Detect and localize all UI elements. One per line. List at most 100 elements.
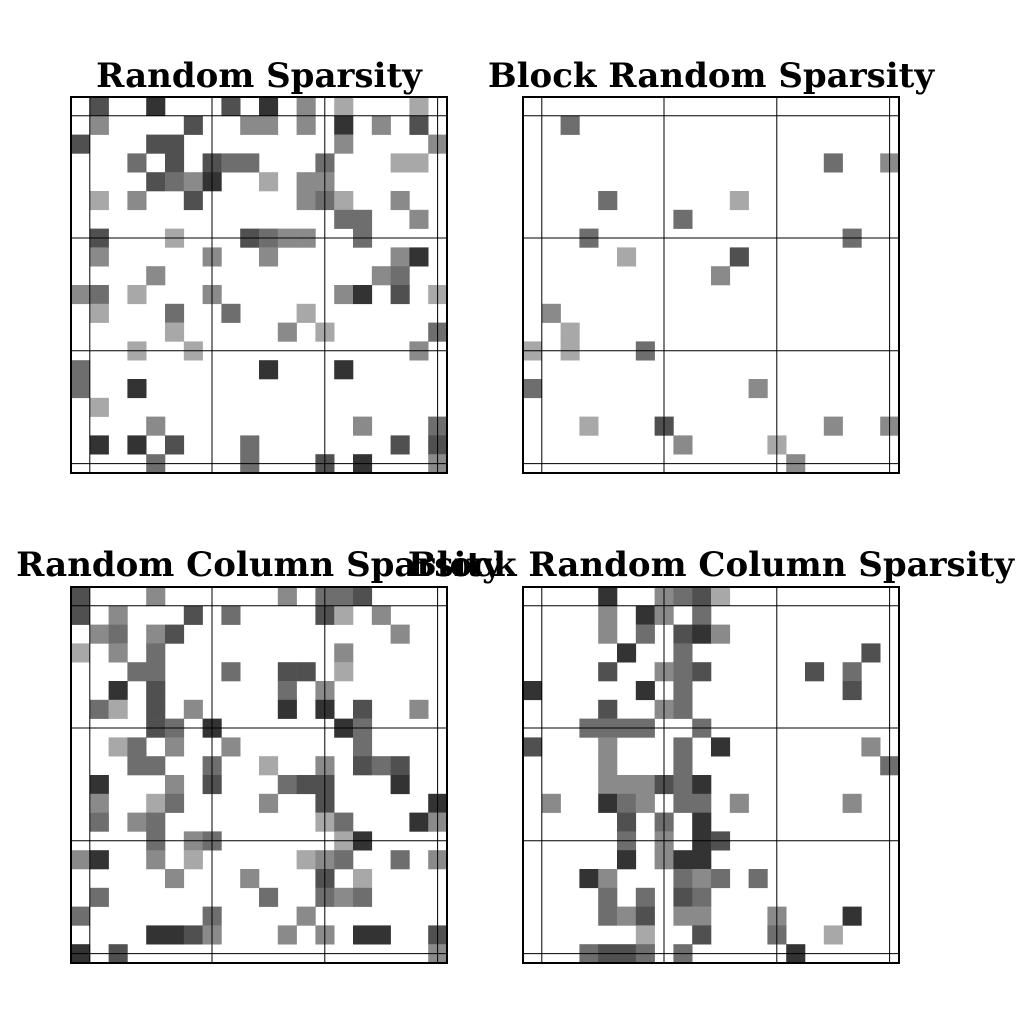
heatmap-cell (146, 587, 166, 607)
heatmap-cell (89, 97, 109, 117)
heatmap-cell (165, 303, 185, 323)
heatmap-cell (598, 662, 618, 682)
heatmap-cell (296, 906, 316, 926)
heatmap-cell (334, 850, 354, 870)
heatmap-cell (748, 869, 768, 889)
heatmap-cell (221, 662, 241, 682)
heatmap-cell (748, 379, 768, 399)
panel-random-column-sparsity: Random Column Sparsity (16, 545, 503, 964)
heatmap-cell (673, 887, 693, 907)
heatmap-cell (296, 115, 316, 135)
heatmap-cell (861, 643, 881, 663)
heatmap-cell (334, 360, 354, 380)
heatmap-cell (711, 624, 731, 644)
heatmap-cell (240, 435, 260, 455)
heatmap-cell (334, 643, 354, 663)
plot-frame (522, 586, 900, 964)
heatmap-cell (296, 97, 316, 117)
heatmap-cell (823, 925, 843, 945)
heatmap-cell (89, 247, 109, 267)
heatmap-cell (165, 322, 185, 342)
heatmap-cell (127, 153, 147, 173)
heatmap-cell (692, 887, 712, 907)
heatmap-cell (390, 266, 410, 286)
heatmap-cell (861, 737, 881, 757)
heatmap-cell (711, 869, 731, 889)
heatmap-cell (146, 643, 166, 663)
heatmap-cell (692, 662, 712, 682)
heatmap-cell (183, 925, 203, 945)
heatmap-cell (108, 737, 128, 757)
heatmap-cell (673, 906, 693, 926)
heatmap-cell (390, 435, 410, 455)
heatmap-cell (183, 172, 203, 192)
heatmap-cell (390, 756, 410, 776)
heatmap-cell (165, 172, 185, 192)
heatmap-cell (259, 247, 279, 267)
heatmap-cell (692, 869, 712, 889)
heatmap-cell (635, 605, 655, 625)
panel-title: Random Sparsity (96, 56, 423, 96)
heatmap-cell (71, 587, 91, 607)
heatmap-cell (617, 793, 637, 813)
heatmap-cell (165, 793, 185, 813)
heatmap-cell (108, 681, 128, 701)
heatmap-cell (146, 662, 166, 682)
heatmap-cell (127, 756, 147, 776)
heatmap-cell (259, 793, 279, 813)
heatmap-cell (390, 285, 410, 305)
heatmap-cell (579, 416, 599, 436)
heatmap-cell (353, 887, 373, 907)
heatmap-cell (729, 793, 749, 813)
heatmap-cell (692, 775, 712, 795)
heatmap-cell (842, 662, 862, 682)
heatmap-cell (617, 247, 637, 267)
cell-group (523, 115, 900, 474)
heatmap-cell (409, 97, 429, 117)
heatmap-cell (598, 775, 618, 795)
heatmap-cell (146, 681, 166, 701)
heatmap-cell (635, 906, 655, 926)
heatmap-cell (146, 699, 166, 719)
heatmap-cell (165, 153, 185, 173)
cell-group (523, 587, 900, 964)
heatmap-cell (673, 869, 693, 889)
heatmap-cell (127, 737, 147, 757)
heatmap-cell (108, 699, 128, 719)
heatmap-cell (334, 97, 354, 117)
heatmap-cell (89, 850, 109, 870)
heatmap-cell (165, 737, 185, 757)
heatmap-cell (89, 397, 109, 417)
heatmap-cell (89, 191, 109, 211)
heatmap-cell (692, 812, 712, 832)
heatmap-cell (598, 587, 618, 607)
heatmap-cell (353, 587, 373, 607)
heatmap-cell (823, 416, 843, 436)
heatmap-cell (409, 247, 429, 267)
heatmap-cell (673, 850, 693, 870)
heatmap-cell (673, 209, 693, 229)
heatmap-cell (390, 775, 410, 795)
heatmap-cell (334, 662, 354, 682)
heatmap-cell (673, 435, 693, 455)
heatmap-cell (673, 587, 693, 607)
heatmap-cell (673, 756, 693, 776)
heatmap-cell (635, 681, 655, 701)
heatmap-cell (71, 360, 91, 380)
heatmap-cell (729, 247, 749, 267)
cell-group (71, 587, 448, 964)
heatmap-cell (673, 624, 693, 644)
heatmap-cell (334, 587, 354, 607)
heatmap-cell (277, 322, 297, 342)
panel-title: Random Column Sparsity (16, 545, 503, 585)
panel-block-random-sparsity: Block Random Sparsity (488, 56, 935, 474)
heatmap-cell (409, 209, 429, 229)
heatmap-cell (108, 605, 128, 625)
heatmap-cell (71, 134, 91, 154)
heatmap-cell (277, 699, 297, 719)
panel-title: Block Random Column Sparsity (408, 545, 1015, 585)
heatmap-cell (240, 869, 260, 889)
heatmap-cell (353, 699, 373, 719)
heatmap-cell (146, 266, 166, 286)
heatmap-cell (334, 285, 354, 305)
